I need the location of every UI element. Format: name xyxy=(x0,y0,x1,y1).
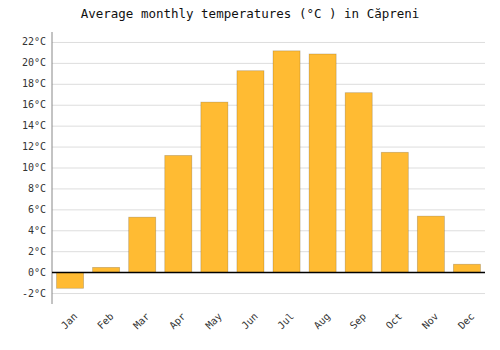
y-tick-label: 0°C xyxy=(28,267,46,278)
x-tick-label: Jun xyxy=(239,311,260,332)
grid-line xyxy=(52,84,485,85)
grid-line xyxy=(52,209,485,210)
grid-line xyxy=(52,293,485,294)
x-tick-label: Apr xyxy=(167,311,188,332)
bar xyxy=(417,216,444,272)
bar xyxy=(237,71,264,273)
x-tick-label: Jan xyxy=(59,311,80,332)
chart-container: -2°C 0°C 2°C 4°C 6°C 8°C 10°C 12°C 14°C 16°C 18°C 2… xyxy=(0,0,500,350)
bar xyxy=(129,217,156,272)
bar xyxy=(345,93,372,273)
bar xyxy=(381,152,408,272)
x-tick-label: Nov xyxy=(420,311,441,332)
bar xyxy=(273,51,300,273)
grid-line xyxy=(52,147,485,148)
x-tick-label: Feb xyxy=(95,311,116,332)
x-tick-label: Sep xyxy=(348,311,369,332)
x-tick-label: Aug xyxy=(312,311,333,332)
grid xyxy=(52,42,485,293)
y-tick-label: -2°C xyxy=(22,288,46,299)
y-tick-label: 18°C xyxy=(22,78,46,89)
x-tick-label: Oct xyxy=(384,311,405,332)
y-tick-label: 14°C xyxy=(22,120,46,131)
y-tick-label: 8°C xyxy=(28,183,46,194)
y-tick-label: 6°C xyxy=(28,204,46,215)
y-tick-label: 2°C xyxy=(28,246,46,257)
x-tick-label: May xyxy=(203,311,224,332)
x-tick-label: Jul xyxy=(275,311,296,332)
bar xyxy=(309,54,336,273)
y-tick-label: 10°C xyxy=(22,162,46,173)
x-tick-label: Dec xyxy=(456,311,477,332)
grid-line xyxy=(52,105,485,106)
y-tick-label: 20°C xyxy=(22,57,46,68)
zero-line xyxy=(52,272,485,274)
grid-line xyxy=(52,42,485,43)
grid-line xyxy=(52,63,485,64)
bar xyxy=(165,155,192,272)
bar xyxy=(453,264,480,272)
title: Average monthly temperatures (°C ) in Că… xyxy=(81,6,420,21)
y-tick-label: 16°C xyxy=(22,99,46,110)
y-tick-label: 22°C xyxy=(22,36,46,47)
grid-line xyxy=(52,272,485,273)
y-axis-line xyxy=(52,32,53,304)
grid-line xyxy=(52,188,485,189)
grid-line xyxy=(52,168,485,169)
chart: -2°C 0°C 2°C 4°C 6°C 8°C 10°C 12°C 14°C 16°C 18°C 2… xyxy=(0,0,500,350)
x-tick-label: Mar xyxy=(131,311,152,332)
grid-line xyxy=(52,126,485,127)
bar xyxy=(57,273,84,289)
bar xyxy=(201,102,228,273)
y-tick-label: 4°C xyxy=(28,225,46,236)
bars xyxy=(57,51,481,288)
y-tick-label: 12°C xyxy=(22,141,46,152)
bar xyxy=(93,267,120,272)
